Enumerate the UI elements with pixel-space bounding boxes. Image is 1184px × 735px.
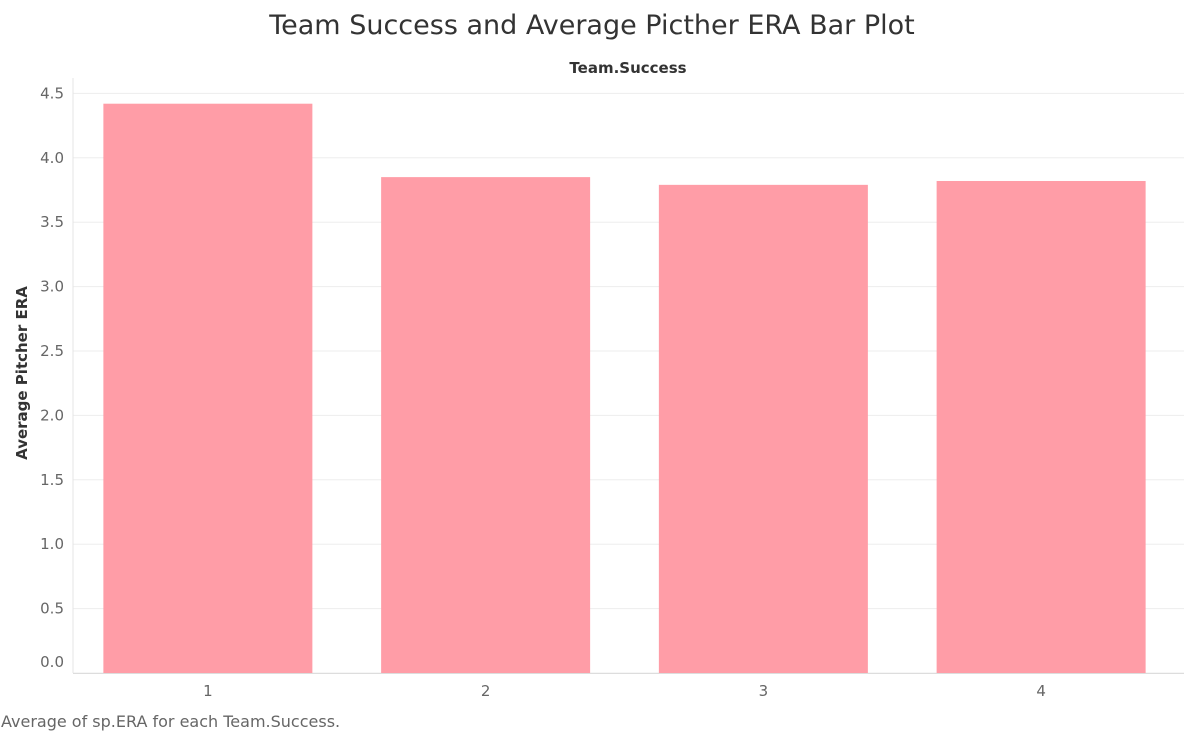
y-tick-label: 1.0 (40, 535, 64, 553)
y-tick-label: 0.5 (40, 600, 64, 618)
caption: Average of sp.ERA for each Team.Success. (1, 712, 341, 731)
y-axis-title: Average Pitcher ERA (13, 286, 31, 460)
y-tick-label: 4.0 (40, 149, 64, 167)
column-header: Team.Success (569, 59, 686, 77)
bar (103, 103, 313, 674)
x-tick-label: 2 (481, 682, 491, 700)
y-tick-label: 3.0 (40, 278, 64, 296)
chart-title: Team Success and Average Picther ERA Bar… (269, 10, 915, 41)
x-axis-ticks: 1 2 3 4 (203, 682, 1046, 700)
y-tick-label: 3.5 (40, 213, 64, 231)
y-tick-label: 2.5 (40, 342, 64, 360)
y-axis-ticks: 0.0 0.5 1.0 1.5 2.0 2.5 3.0 3.5 4.0 4.5 (40, 84, 64, 671)
x-tick-label: 4 (1036, 682, 1046, 700)
x-tick-label: 1 (203, 682, 213, 700)
bar (381, 177, 591, 673)
bars (103, 103, 1146, 674)
x-tick-label: 3 (759, 682, 769, 700)
bar-chart: 0.0 0.5 1.0 1.5 2.0 2.5 3.0 3.5 4.0 4.5 1 2 3 4 Team… (13, 59, 1184, 700)
y-tick-label: 0.0 (40, 653, 64, 671)
bar (936, 180, 1146, 673)
y-tick-label: 1.5 (40, 471, 64, 489)
bar (658, 184, 868, 673)
y-tick-label: 4.5 (40, 84, 64, 102)
y-tick-label: 2.0 (40, 406, 64, 424)
